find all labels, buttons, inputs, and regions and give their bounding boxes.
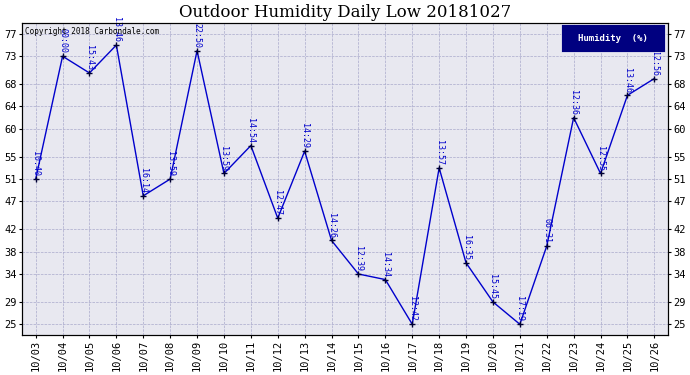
Text: Humidity  (%): Humidity (%) (578, 34, 648, 43)
Text: 12:55: 12:55 (596, 146, 605, 171)
Title: Outdoor Humidity Daily Low 20181027: Outdoor Humidity Daily Low 20181027 (179, 4, 511, 21)
Text: 22:50: 22:50 (193, 23, 201, 48)
Text: 15:43: 15:43 (85, 45, 94, 70)
Text: 13:57: 13:57 (435, 140, 444, 165)
Text: 13:46: 13:46 (112, 17, 121, 42)
Text: 06:31: 06:31 (542, 218, 551, 243)
Text: 16:35: 16:35 (462, 235, 471, 260)
Bar (561, 24, 664, 52)
Text: 12:42: 12:42 (408, 297, 417, 321)
Text: 14:29: 14:29 (300, 123, 309, 148)
Text: 14:34: 14:34 (381, 252, 390, 277)
Text: 14:26: 14:26 (327, 213, 336, 238)
Text: 16:14: 16:14 (139, 168, 148, 193)
Text: 14:54: 14:54 (246, 118, 255, 143)
Text: 13:59: 13:59 (219, 146, 228, 171)
Text: 00:00: 00:00 (58, 28, 67, 54)
Text: 15:45: 15:45 (489, 274, 497, 299)
Text: 12:47: 12:47 (273, 190, 282, 215)
Text: 12:36: 12:36 (569, 90, 578, 115)
Text: 10:40: 10:40 (31, 151, 40, 176)
Text: 12:56: 12:56 (650, 51, 659, 76)
Text: 13:46: 13:46 (623, 68, 632, 93)
Text: 12:39: 12:39 (354, 246, 363, 271)
Text: Copyright 2018 Carbondale.com: Copyright 2018 Carbondale.com (26, 27, 159, 36)
Text: 17:19: 17:19 (515, 297, 524, 321)
Text: 13:59: 13:59 (166, 151, 175, 176)
